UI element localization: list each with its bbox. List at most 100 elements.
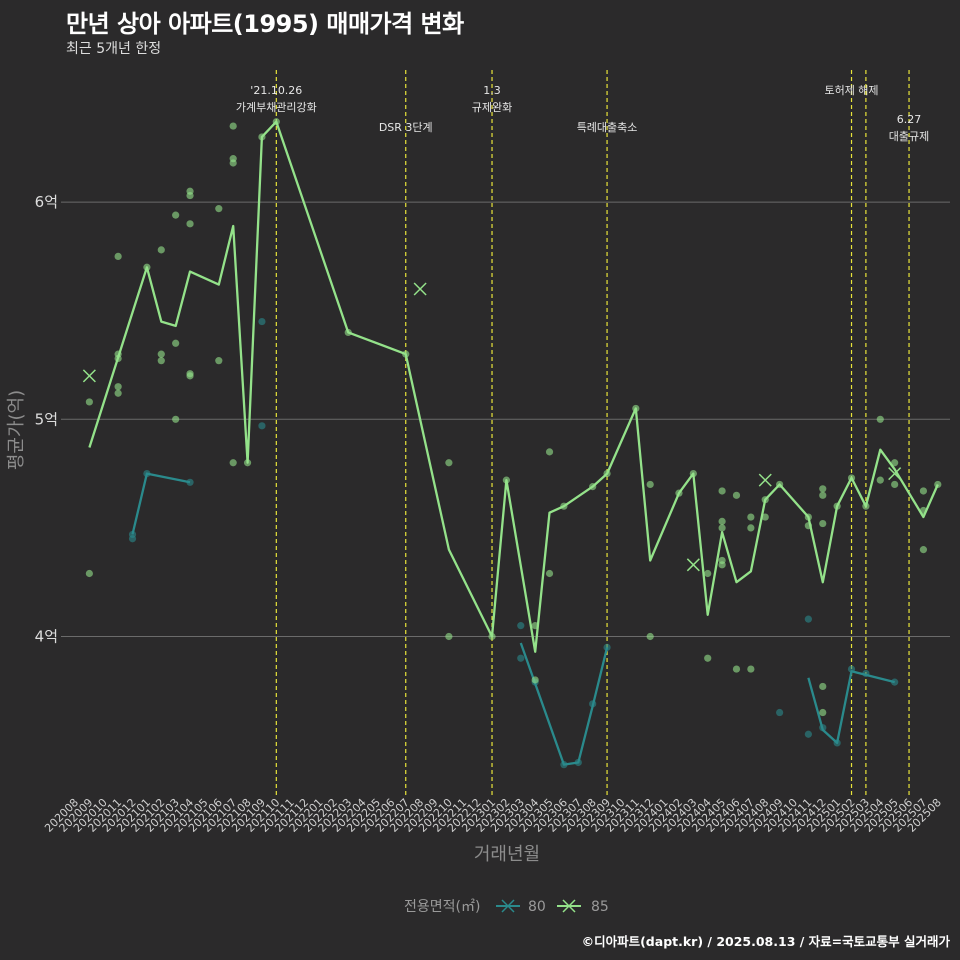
data-point-85 <box>704 654 712 662</box>
y-tick-label: 5억 <box>35 410 58 428</box>
data-point-85 <box>445 632 453 641</box>
data-point-85 <box>172 339 180 347</box>
y-axis-title: 평균가(억) <box>6 390 27 470</box>
legend: 전용면적(㎡) 80 85 <box>404 899 609 915</box>
data-point-85 <box>531 676 539 684</box>
data-point-85 <box>718 524 726 532</box>
axis-layer: 4억5억6억2020082020092020102020112020122021… <box>35 193 944 835</box>
data-point-85 <box>891 480 899 489</box>
data-point-85 <box>819 519 827 528</box>
data-point-85 <box>819 708 827 717</box>
data-point-80 <box>128 535 137 543</box>
legend-swatch-80-cross <box>501 899 515 913</box>
annotation-label: 가계부채관리강화 <box>236 101 317 114</box>
data-point-85 <box>876 476 884 484</box>
cross-marker-85 <box>758 473 772 487</box>
data-point-85 <box>819 491 827 499</box>
legend-item-80: 80 <box>496 899 546 915</box>
cross-marker-85 <box>82 369 96 383</box>
data-point-85 <box>704 569 712 578</box>
data-point-85 <box>114 383 122 391</box>
chart-subtitle: 최근 5개년 한정 <box>66 41 162 57</box>
data-point-85 <box>646 632 654 641</box>
data-point-85 <box>718 561 726 569</box>
data-point-80 <box>804 615 812 623</box>
legend-title: 전용면적(㎡) <box>404 899 480 915</box>
data-point-80 <box>258 317 266 326</box>
legend-item-85: 85 <box>557 899 609 915</box>
data-point-80 <box>804 730 812 738</box>
series-80 <box>128 317 899 769</box>
data-point-85 <box>215 205 223 213</box>
data-point-85 <box>186 220 194 228</box>
data-point-85 <box>186 372 194 380</box>
data-point-85 <box>157 350 165 358</box>
annotation-label: 특례대출축소 <box>577 121 638 134</box>
data-point-85 <box>545 448 554 456</box>
series-line-80 <box>807 670 895 745</box>
series-line-85 <box>88 120 939 653</box>
y-tick-label: 4억 <box>35 628 58 646</box>
data-point-85 <box>157 246 165 254</box>
source-caption: ©디아파트(dapt.kr) / 2025.08.13 / 자료=국토교통부 실… <box>581 934 950 949</box>
data-point-85 <box>229 159 237 167</box>
data-point-85 <box>157 357 165 365</box>
legend-swatch-85-cross <box>562 899 576 913</box>
data-point-85 <box>114 252 122 260</box>
legend-label-80: 80 <box>528 899 546 915</box>
data-point-85 <box>718 487 726 495</box>
series-layer <box>82 118 942 769</box>
chart-title: 만년 상아 아파트(1995) 매매가격 변화 <box>66 10 464 38</box>
y-tick-label: 6억 <box>35 193 58 211</box>
data-point-85 <box>819 485 827 493</box>
data-point-85 <box>172 211 180 219</box>
annotation-label: 1.3 <box>483 84 501 97</box>
data-point-85 <box>819 682 827 691</box>
series-line-80 <box>519 642 609 766</box>
data-point-85 <box>215 357 223 365</box>
data-point-85 <box>747 524 755 532</box>
data-point-85 <box>732 491 741 499</box>
data-point-85 <box>445 459 453 467</box>
data-point-85 <box>172 415 180 423</box>
data-point-85 <box>229 459 237 467</box>
data-point-85 <box>876 415 884 423</box>
x-axis-title: 거래년월 <box>474 844 540 865</box>
annotation-label: 6.27 <box>897 113 922 126</box>
data-point-85 <box>229 122 237 130</box>
data-point-80 <box>517 622 525 630</box>
grid-layer <box>61 201 950 637</box>
data-point-85 <box>646 480 654 489</box>
annotation-label: '21.10.26 <box>250 84 302 97</box>
data-point-85 <box>919 546 928 554</box>
data-point-85 <box>85 569 93 578</box>
data-point-85 <box>747 513 755 521</box>
cross-marker-85 <box>686 558 700 572</box>
annotation-label: 대출규제 <box>889 130 929 143</box>
data-point-85 <box>919 487 928 495</box>
data-point-80 <box>517 654 525 662</box>
data-point-85 <box>85 398 93 406</box>
data-point-80 <box>186 478 194 486</box>
cross-marker-85 <box>888 467 902 481</box>
data-point-85 <box>545 569 554 578</box>
data-point-85 <box>761 513 769 521</box>
data-point-85 <box>891 459 899 467</box>
series-line-80 <box>131 472 191 535</box>
legend-label-85: 85 <box>591 899 609 915</box>
annotation-label: 규제완화 <box>472 101 512 114</box>
data-point-85 <box>186 191 194 200</box>
annotation-label: 토허제 해제 <box>824 83 878 97</box>
data-point-80 <box>258 422 266 430</box>
cross-marker-85 <box>413 282 427 296</box>
data-point-85 <box>747 665 755 673</box>
series-85 <box>82 118 942 717</box>
data-point-85 <box>114 389 122 397</box>
data-point-80 <box>776 708 784 717</box>
annotation-label: DSR 3단계 <box>379 121 433 134</box>
data-point-80 <box>603 643 611 651</box>
data-point-85 <box>732 665 741 673</box>
data-point-85 <box>718 517 726 525</box>
